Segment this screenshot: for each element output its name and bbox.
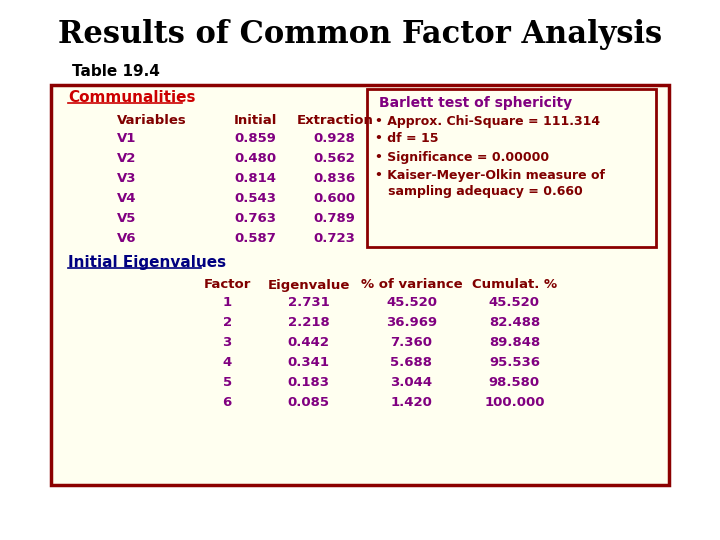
Text: 0.814: 0.814: [234, 172, 276, 185]
Text: 0.587: 0.587: [234, 232, 276, 245]
Text: • Significance = 0.00000: • Significance = 0.00000: [375, 151, 549, 164]
Text: 4: 4: [222, 356, 232, 369]
Text: 100.000: 100.000: [484, 396, 544, 409]
Text: 89.848: 89.848: [489, 336, 540, 349]
Text: 2: 2: [222, 316, 232, 329]
Text: 5: 5: [222, 376, 232, 389]
Text: V5: V5: [117, 212, 136, 225]
Text: Extraction: Extraction: [297, 113, 373, 126]
FancyBboxPatch shape: [367, 89, 656, 247]
Text: Eigenvalue: Eigenvalue: [267, 279, 350, 292]
Text: 36.969: 36.969: [386, 316, 437, 329]
Text: 0.928: 0.928: [314, 132, 356, 145]
Text: 0.763: 0.763: [234, 212, 276, 225]
Text: 6: 6: [222, 396, 232, 409]
Text: 0.442: 0.442: [287, 336, 330, 349]
Text: V1: V1: [117, 132, 136, 145]
Text: 7.360: 7.360: [390, 336, 433, 349]
Text: 95.536: 95.536: [489, 356, 540, 369]
Text: Variables: Variables: [117, 113, 186, 126]
Text: • Kaiser-Meyer-Olkin measure of: • Kaiser-Meyer-Olkin measure of: [375, 168, 605, 181]
Text: 0.789: 0.789: [314, 212, 356, 225]
Text: 2.731: 2.731: [288, 296, 329, 309]
Text: Barlett test of sphericity: Barlett test of sphericity: [379, 96, 572, 110]
Text: 0.543: 0.543: [234, 192, 276, 205]
Text: 0.183: 0.183: [287, 376, 330, 389]
Text: 1.420: 1.420: [390, 396, 433, 409]
Text: 3.044: 3.044: [390, 376, 433, 389]
Text: 1: 1: [222, 296, 232, 309]
Text: • df = 15: • df = 15: [375, 132, 438, 145]
Text: Initial: Initial: [233, 113, 277, 126]
Text: V3: V3: [117, 172, 136, 185]
Text: 0.480: 0.480: [234, 152, 276, 165]
Text: 0.600: 0.600: [314, 192, 356, 205]
Text: % of variance: % of variance: [361, 279, 462, 292]
Text: 98.580: 98.580: [489, 376, 540, 389]
Text: 45.520: 45.520: [386, 296, 437, 309]
Text: Factor: Factor: [204, 279, 251, 292]
Text: Communalities: Communalities: [68, 90, 196, 105]
Text: Initial Eigenvalues: Initial Eigenvalues: [68, 254, 226, 269]
Text: 0.836: 0.836: [314, 172, 356, 185]
Text: 45.520: 45.520: [489, 296, 540, 309]
Text: 0.341: 0.341: [287, 356, 330, 369]
Text: Results of Common Factor Analysis: Results of Common Factor Analysis: [58, 19, 662, 51]
Text: • Approx. Chi-Square = 111.314: • Approx. Chi-Square = 111.314: [375, 114, 600, 127]
Text: V6: V6: [117, 232, 136, 245]
Text: Cumulat. %: Cumulat. %: [472, 279, 557, 292]
Text: 0.562: 0.562: [314, 152, 356, 165]
Text: 82.488: 82.488: [489, 316, 540, 329]
Text: 2.218: 2.218: [288, 316, 329, 329]
FancyBboxPatch shape: [51, 85, 669, 485]
Text: sampling adequacy = 0.660: sampling adequacy = 0.660: [375, 185, 582, 198]
Text: V4: V4: [117, 192, 136, 205]
Text: 5.688: 5.688: [390, 356, 433, 369]
Text: 3: 3: [222, 336, 232, 349]
Text: 0.723: 0.723: [314, 232, 356, 245]
Text: 0.859: 0.859: [234, 132, 276, 145]
Text: 0.085: 0.085: [287, 396, 330, 409]
Text: V2: V2: [117, 152, 136, 165]
Text: Table 19.4: Table 19.4: [72, 64, 160, 79]
